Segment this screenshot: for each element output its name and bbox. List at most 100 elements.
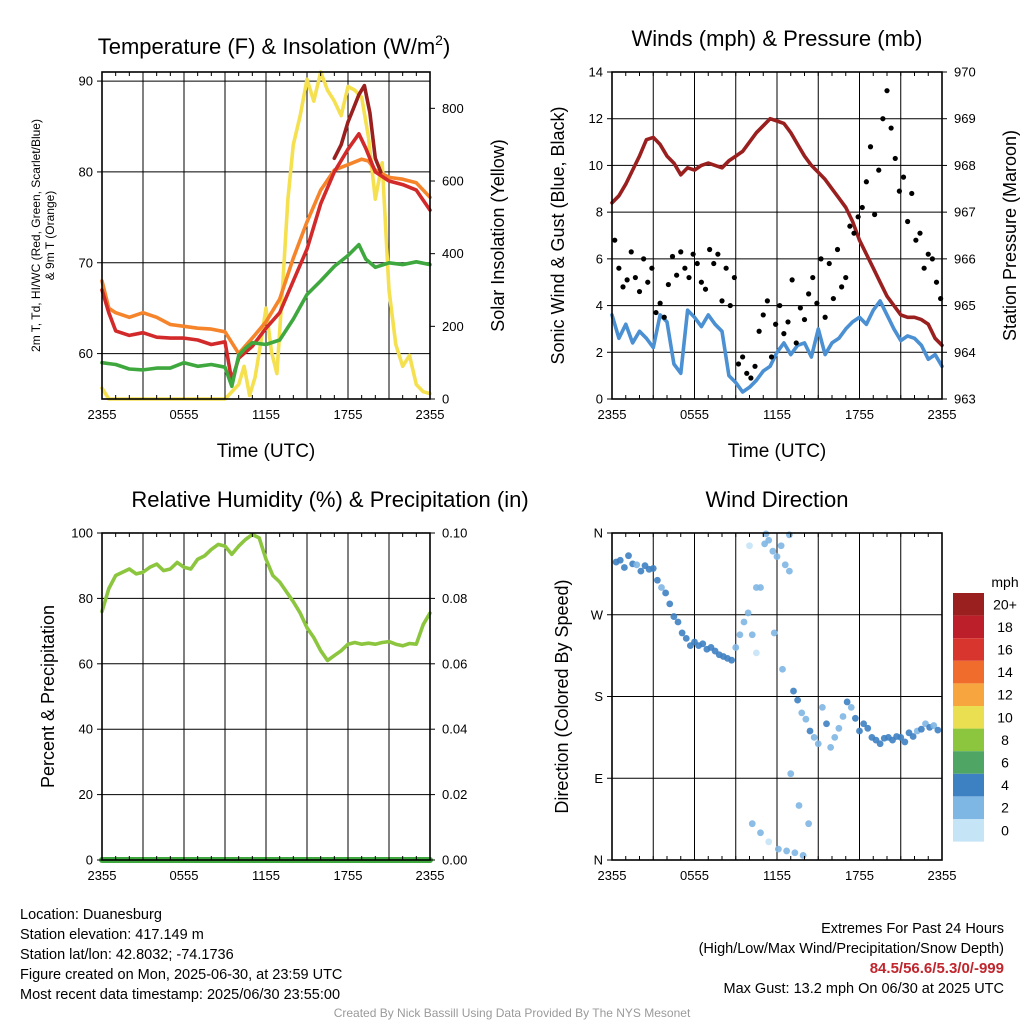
gust-point bbox=[905, 218, 911, 225]
chart-title: Relative Humidity (%) & Precipitation (i… bbox=[131, 487, 528, 512]
direction-point bbox=[805, 820, 813, 828]
chart-panel-2: 2355 0555 1155 1755 235502468101214963964965… bbox=[548, 26, 1020, 462]
legend-swatch bbox=[953, 796, 984, 819]
direction-point bbox=[843, 698, 851, 706]
series-line-2 bbox=[610, 299, 944, 394]
direction-point bbox=[620, 564, 628, 571]
extremes-fields: (High/Low/Max Wind/Precipitation/Snow De… bbox=[698, 941, 1004, 957]
x-tick-label: 1155 bbox=[763, 868, 791, 883]
gust-point bbox=[830, 295, 836, 302]
gust-point bbox=[686, 274, 692, 281]
gust-point bbox=[872, 211, 878, 218]
y2-tick-label: 600 bbox=[442, 174, 464, 189]
y-axis-label: Direction (Colored By Speed) bbox=[552, 579, 572, 813]
x-axis-label: Time (UTC) bbox=[728, 441, 827, 462]
gust-point bbox=[892, 155, 898, 162]
direction-point bbox=[616, 556, 624, 564]
y-tick-label: 20 bbox=[79, 787, 93, 802]
gust-point bbox=[715, 251, 721, 257]
y-tick-label: 12 bbox=[589, 111, 603, 126]
direction-point bbox=[670, 613, 678, 620]
legend-label: 0 bbox=[1001, 822, 1009, 838]
legend-swatch bbox=[953, 751, 984, 774]
y-axis-label: Percent & Precipitation bbox=[38, 605, 58, 788]
gust-point bbox=[748, 375, 754, 381]
credit-text: Created By Nick Bassill Using Data Provi… bbox=[333, 1006, 691, 1020]
gust-point bbox=[847, 223, 853, 229]
gust-point bbox=[806, 291, 812, 297]
direction-point bbox=[774, 845, 782, 853]
y2-tick-label: 965 bbox=[954, 298, 976, 313]
gust-point bbox=[620, 284, 626, 290]
direction-point bbox=[746, 542, 753, 550]
y-tick-label: 70 bbox=[79, 255, 93, 270]
y-tick-label: 80 bbox=[79, 591, 93, 606]
x-tick-label: 2355 bbox=[598, 868, 627, 883]
gust-point bbox=[933, 279, 940, 285]
gust-point bbox=[909, 190, 915, 197]
y-tick-label: 6 bbox=[596, 251, 603, 266]
station-info: Location: Duanesburg Station elevation: … bbox=[20, 905, 342, 1005]
gust-point bbox=[690, 251, 696, 257]
direction-point bbox=[799, 852, 807, 859]
legend-label: 20+ bbox=[993, 596, 1017, 612]
direction-point bbox=[633, 561, 641, 569]
legend-label: 18 bbox=[997, 619, 1013, 635]
gust-point bbox=[645, 279, 651, 285]
legend-label: 6 bbox=[1001, 755, 1009, 771]
gust-point bbox=[707, 246, 713, 253]
gust-point bbox=[711, 260, 717, 267]
title-close: ) bbox=[443, 34, 450, 59]
direction-point bbox=[806, 727, 814, 735]
latlon-text: Station lat/lon: 42.8032; -74.1736 bbox=[20, 947, 234, 963]
legend-label: 12 bbox=[997, 687, 1013, 703]
gust-point bbox=[636, 288, 643, 295]
direction-point bbox=[785, 567, 793, 575]
y2-tick-label: 0.06 bbox=[442, 656, 467, 671]
y2-tick-label: 970 bbox=[954, 65, 976, 80]
y-tick-label: 2 bbox=[596, 345, 603, 360]
x-tick-label: 1155 bbox=[252, 868, 280, 883]
gust-point bbox=[781, 331, 787, 337]
gust-point bbox=[768, 354, 775, 360]
title-superscript: 2 bbox=[435, 32, 443, 48]
gust-point bbox=[863, 179, 869, 185]
x-tick-label: 2355 bbox=[928, 868, 957, 883]
series-line-5 bbox=[100, 242, 432, 389]
extremes-values: 84.5/56.6/5.3/0/-999 bbox=[869, 960, 1004, 977]
gust-point bbox=[674, 272, 680, 278]
y-tick-label: S bbox=[594, 689, 603, 704]
legend-swatch bbox=[953, 819, 984, 842]
legend-label: 4 bbox=[1001, 777, 1009, 793]
x-tick-label: 1155 bbox=[763, 407, 791, 422]
direction-point bbox=[666, 600, 674, 608]
gust-point bbox=[661, 314, 667, 320]
legend-title: mph bbox=[991, 574, 1018, 590]
x-tick-label: 1755 bbox=[845, 868, 874, 883]
y-axis-label-line2: & 9m T (Orange) bbox=[43, 191, 57, 281]
direction-point bbox=[798, 709, 806, 717]
y2-tick-label: 966 bbox=[954, 251, 976, 266]
gust-point bbox=[797, 305, 803, 311]
y2-tick-label: 0.10 bbox=[442, 526, 467, 541]
gust-point bbox=[785, 319, 791, 325]
gust-point bbox=[756, 328, 762, 334]
gust-point bbox=[818, 256, 824, 262]
direction-point bbox=[860, 720, 868, 728]
y2-tick-label: 200 bbox=[442, 319, 464, 334]
direction-point bbox=[752, 649, 760, 657]
gust-point bbox=[843, 274, 849, 281]
gust-point bbox=[665, 281, 671, 288]
chart-title: Wind Direction bbox=[705, 487, 848, 512]
chart-panel-3: 2355 0555 1155 1755 23550204060801000.000.02… bbox=[38, 487, 529, 883]
direction-point bbox=[674, 618, 682, 626]
gust-point bbox=[789, 277, 795, 283]
gust-point bbox=[653, 309, 659, 316]
y2-tick-label: 800 bbox=[442, 101, 464, 116]
direction-point bbox=[787, 770, 795, 778]
gust-point bbox=[632, 274, 638, 281]
y-tick-label: 80 bbox=[79, 164, 93, 179]
direction-point bbox=[930, 722, 938, 729]
direction-point bbox=[818, 704, 826, 711]
